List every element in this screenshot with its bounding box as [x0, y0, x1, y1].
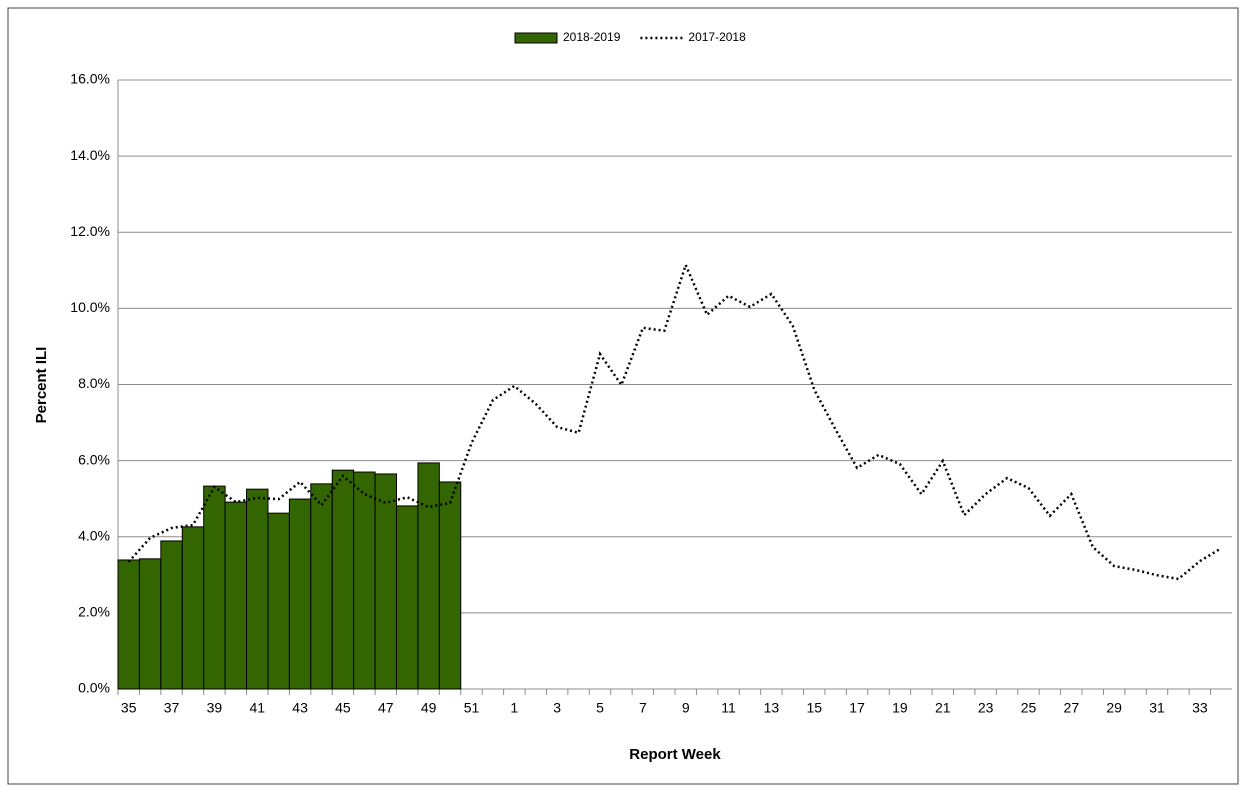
x-tick-label: 39 — [207, 700, 223, 716]
bar — [138, 558, 162, 690]
y-tick-label: 2.0% — [78, 604, 110, 620]
x-tick-label: 47 — [378, 700, 394, 716]
x-tick-label: 43 — [292, 700, 308, 716]
line — [127, 261, 1222, 581]
bar — [396, 505, 419, 690]
x-tick-label: 7 — [639, 700, 647, 716]
x-tick-label: 49 — [421, 700, 437, 716]
y-tick-label: 6.0% — [78, 451, 110, 467]
bar — [288, 498, 312, 690]
x-tick-label: 37 — [164, 700, 180, 716]
x-tick-label: 11 — [721, 700, 736, 716]
x-tick-label: 3 — [553, 700, 561, 716]
bar — [310, 483, 333, 690]
y-tick-label: 12.0% — [70, 223, 110, 239]
bar — [267, 512, 290, 690]
bar — [353, 471, 376, 690]
x-tick-label: 45 — [335, 700, 351, 716]
y-tick-label: 4.0% — [78, 527, 110, 543]
y-axis-title: Percent ILI — [33, 347, 50, 424]
x-tick-label: 25 — [1021, 700, 1037, 716]
x-tick-label: 15 — [806, 700, 822, 716]
bar — [246, 488, 269, 690]
x-tick-label: 13 — [764, 700, 780, 716]
y-tick-label: 16.0% — [70, 71, 110, 87]
y-tick-label: 10.0% — [70, 299, 110, 315]
bar — [117, 559, 140, 690]
x-tick-label: 1 — [510, 700, 518, 716]
x-tick-label: 29 — [1106, 700, 1122, 716]
x-tick-label: 35 — [121, 700, 137, 716]
bar — [438, 481, 462, 690]
bar — [417, 462, 440, 690]
bar — [224, 501, 248, 690]
bar — [181, 526, 205, 690]
bar — [331, 469, 355, 690]
x-tick-label: 21 — [935, 700, 951, 716]
bar — [203, 485, 226, 690]
x-tick-label: 51 — [464, 700, 480, 716]
y-tick-label: 0.0% — [78, 680, 110, 696]
legend-swatch — [514, 32, 558, 44]
x-tick-label: 31 — [1149, 700, 1165, 716]
x-tick-label: 41 — [249, 700, 265, 716]
legend-label: 2018-2019 — [563, 30, 621, 44]
x-tick-label: 19 — [892, 700, 908, 716]
x-tick-label: 9 — [682, 700, 690, 716]
bar — [374, 473, 398, 690]
legend-label: 2017-2018 — [688, 30, 746, 44]
x-tick-label: 5 — [596, 700, 604, 716]
y-tick-label: 8.0% — [78, 375, 110, 391]
y-tick-label: 14.0% — [70, 147, 110, 163]
x-tick-label: 33 — [1192, 700, 1208, 716]
bar — [160, 540, 183, 690]
x-tick-label: 17 — [849, 700, 865, 716]
x-axis-title: Report Week — [629, 746, 721, 763]
x-tick-label: 27 — [1064, 700, 1080, 716]
x-tick-label: 23 — [978, 700, 994, 716]
